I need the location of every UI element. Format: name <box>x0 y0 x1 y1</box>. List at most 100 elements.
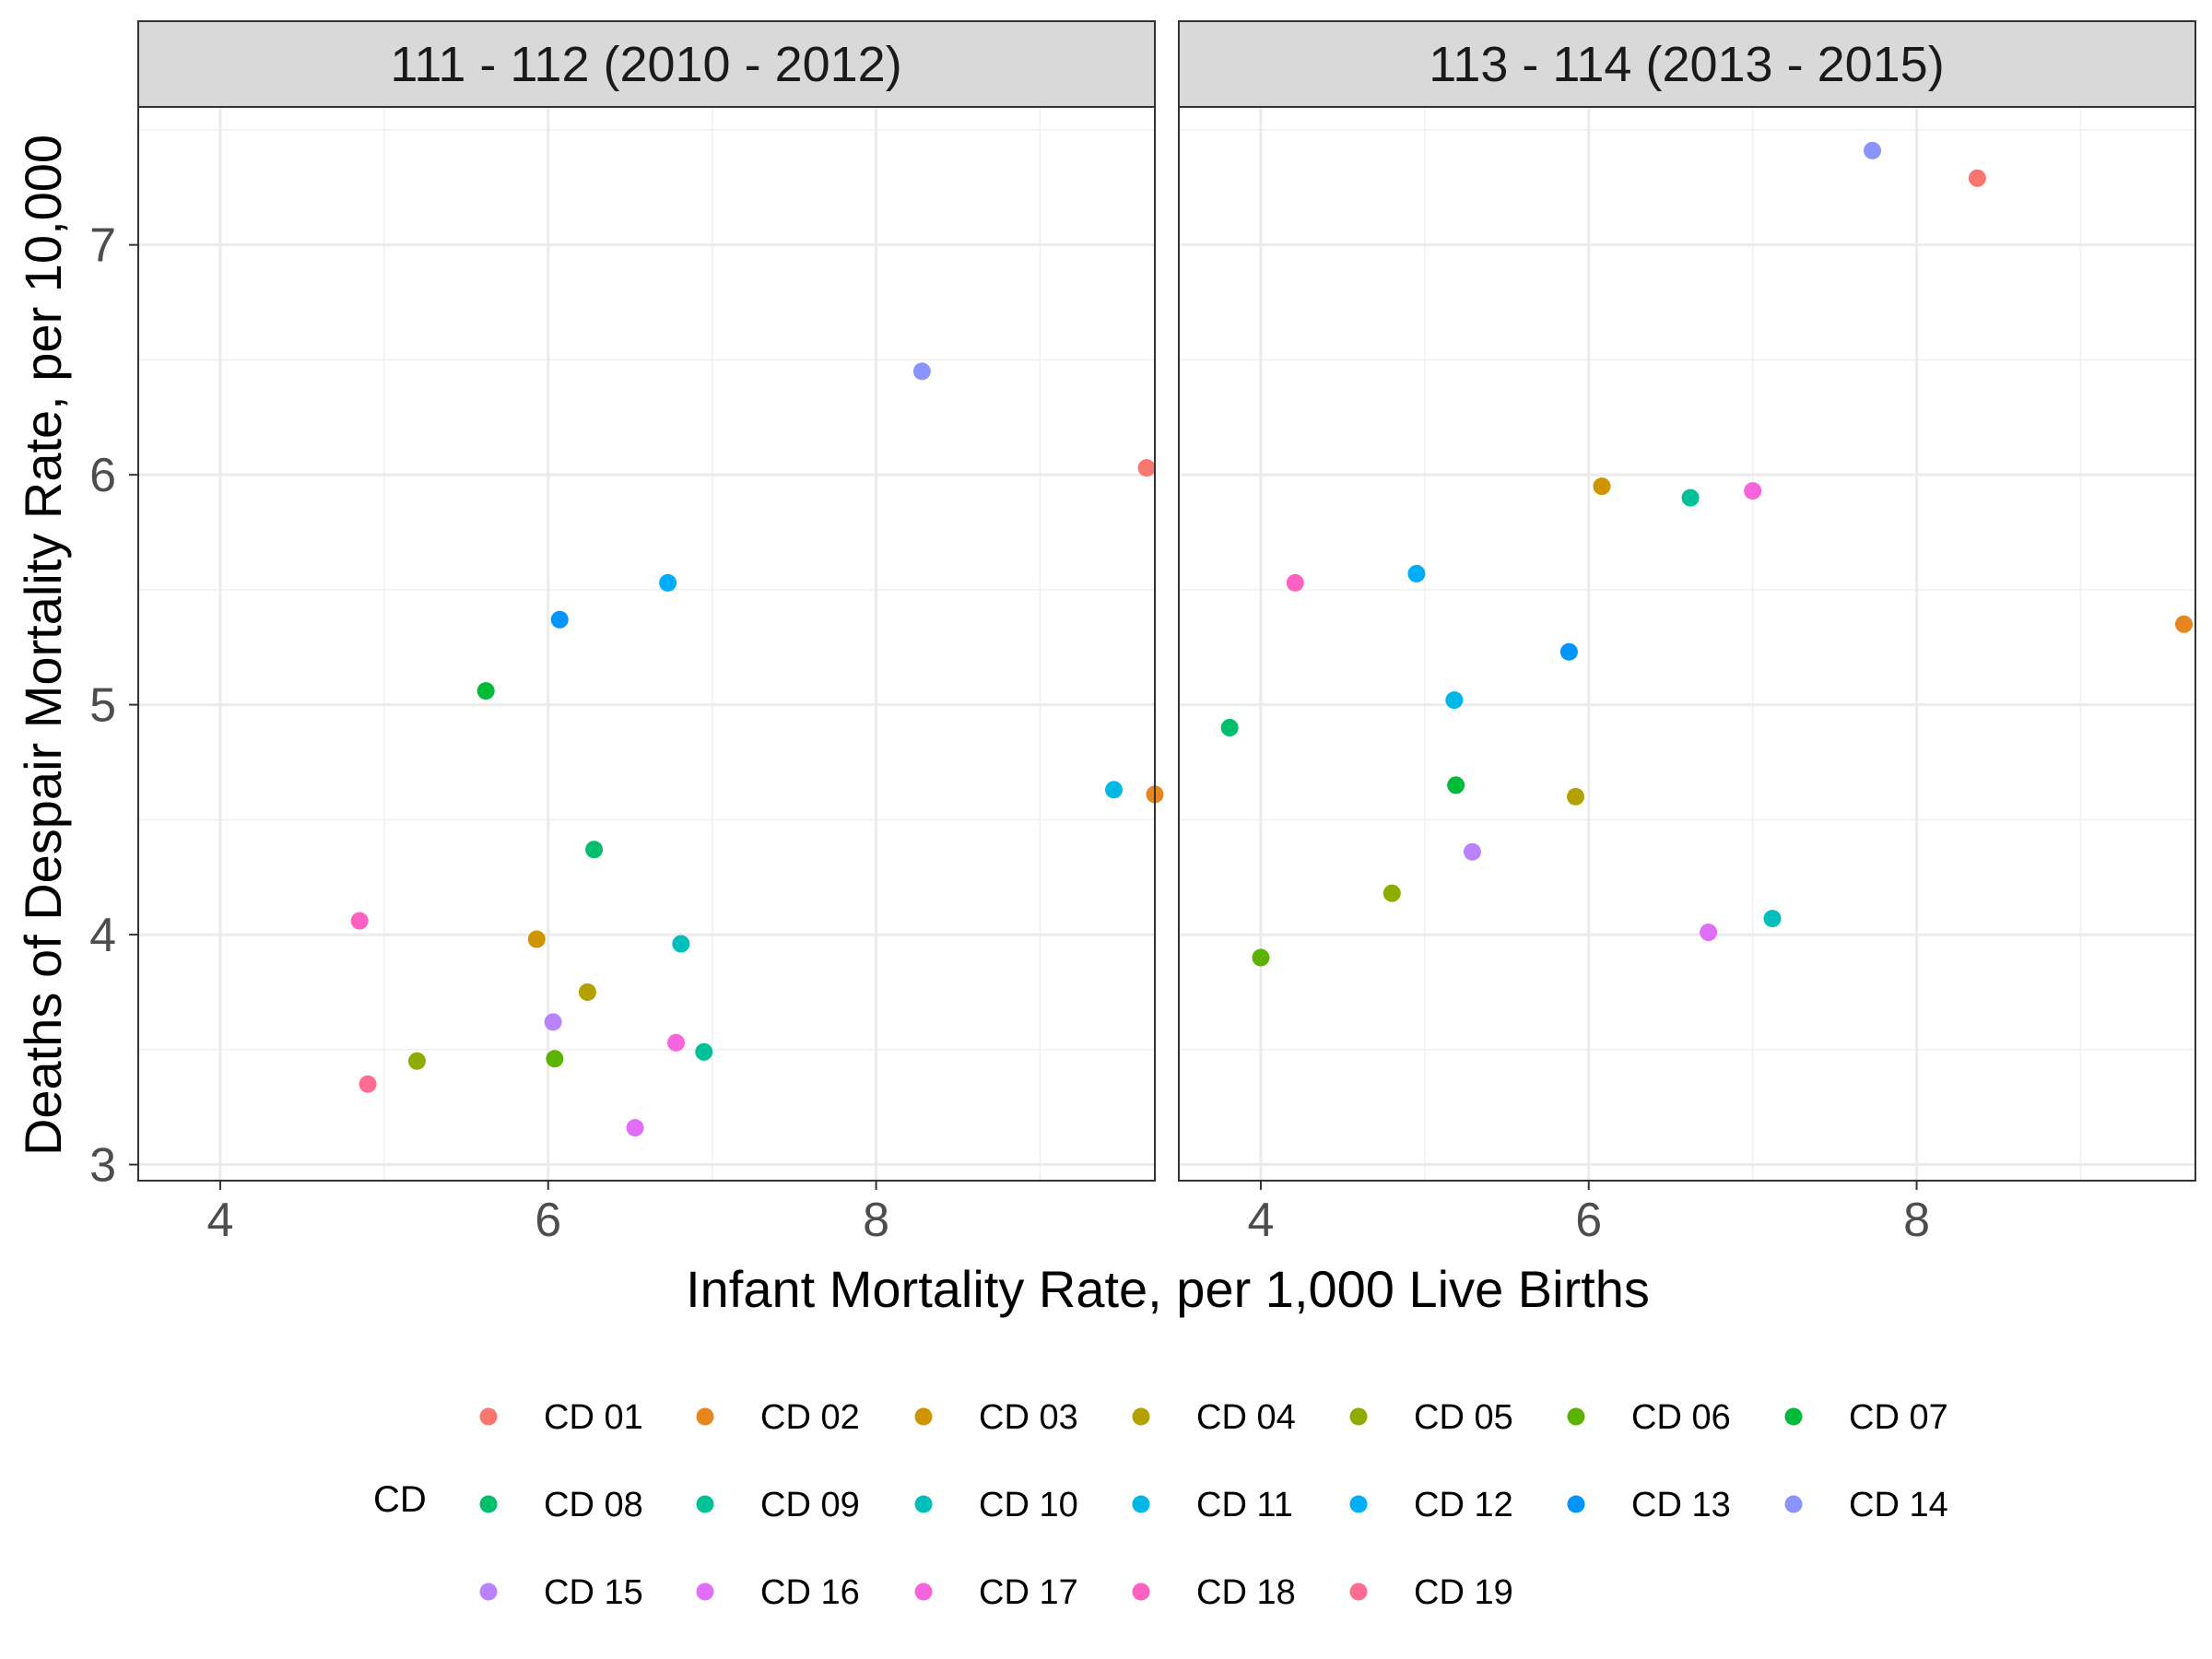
data-point: CD 01 <box>1968 169 1986 187</box>
legend-label: CD 13 <box>1631 1486 1731 1524</box>
data-point: CD 14 <box>1864 141 1882 159</box>
data-point: CD 16 <box>626 1119 644 1137</box>
data-point: CD 08 <box>585 841 604 859</box>
data-point: CD 08 <box>1220 719 1239 737</box>
y-tick-label: 4 <box>89 909 116 962</box>
legend-key <box>1349 1495 1368 1513</box>
data-point: CD 17 <box>667 1033 686 1052</box>
y-axis-title: Deaths of Despair Mortality Rate, per 10… <box>14 135 72 1156</box>
legend-item: CD 01 <box>479 1398 643 1437</box>
legend-item: CD 03 <box>914 1398 1078 1437</box>
legend-key <box>479 1407 498 1426</box>
legend-key <box>1349 1583 1368 1601</box>
legend-item: CD 08 <box>479 1486 643 1524</box>
data-point: CD 19 <box>359 1075 377 1093</box>
data-point: CD 11 <box>1445 691 1464 710</box>
panel-border-left <box>137 106 1156 1182</box>
data-point: CD 17 <box>1744 482 1762 500</box>
legend-item: CD 05 <box>1349 1398 1513 1437</box>
legend-label: CD 01 <box>544 1398 643 1437</box>
data-point: CD 13 <box>1559 642 1578 661</box>
data-point: CD 18 <box>1286 573 1304 592</box>
x-tick-label: 4 <box>206 1194 233 1247</box>
facet-panel-right: 113 - 114 (2013 - 2015) CD 01 CD 02 CD 03 C… <box>1178 20 2196 1247</box>
data-point: CD 13 <box>550 610 569 629</box>
data-point: CD 12 <box>1407 564 1426 582</box>
x-tick-label: 6 <box>535 1194 561 1247</box>
data-point: CD 06 <box>1252 948 1270 967</box>
legend-key <box>696 1583 714 1601</box>
legend-item: CD 06 <box>1567 1398 1731 1437</box>
x-tick-label: 8 <box>1903 1194 1930 1247</box>
legend-title: CD <box>373 1479 427 1520</box>
legend-label: CD 03 <box>979 1398 1078 1437</box>
legend-label: CD 02 <box>760 1398 860 1437</box>
legend-item: CD 10 <box>914 1486 1078 1524</box>
legend-label: CD 09 <box>760 1486 860 1524</box>
data-point: CD 05 <box>1382 884 1401 902</box>
legend-key <box>1567 1495 1585 1513</box>
legend-label: CD 12 <box>1414 1486 1513 1524</box>
legend-item: CD 07 <box>1784 1398 1948 1437</box>
legend-item: CD 17 <box>914 1573 1078 1612</box>
legend-label: CD 06 <box>1631 1398 1731 1437</box>
legend-key <box>914 1583 933 1601</box>
data-point: CD 15 <box>1463 842 1481 861</box>
y-tick-label: 7 <box>89 219 116 273</box>
data-point: CD 16 <box>1700 924 1718 942</box>
legend-key <box>1784 1407 1803 1426</box>
y-tick-label: 6 <box>89 449 116 502</box>
legend-item: CD 04 <box>1132 1398 1296 1437</box>
data-point: CD 09 <box>695 1042 713 1061</box>
legend-key <box>914 1495 933 1513</box>
data-point: CD 11 <box>1105 781 1124 799</box>
data-point: CD 03 <box>527 930 546 948</box>
legend-key <box>479 1583 498 1601</box>
legend-label: CD 11 <box>1196 1486 1293 1524</box>
data-point: CD 09 <box>1681 488 1700 507</box>
data-point: CD 05 <box>407 1052 426 1070</box>
data-point: CD 14 <box>912 362 931 381</box>
x-tick-label: 4 <box>1247 1194 1274 1247</box>
data-point: CD 04 <box>1567 787 1585 806</box>
legend-label: CD 16 <box>760 1573 860 1612</box>
x-axis-title: Infant Mortality Rate, per 1,000 Live Bi… <box>686 1260 1650 1318</box>
legend-label: CD 04 <box>1196 1398 1296 1437</box>
legend-item: CD 09 <box>696 1486 860 1524</box>
panel-border-right <box>1178 106 2196 1182</box>
legend-label: CD 18 <box>1196 1573 1296 1612</box>
legend-key <box>696 1407 714 1426</box>
y-tick-label: 5 <box>89 679 116 733</box>
legend-item: CD 11 <box>1132 1486 1293 1524</box>
data-point: CD 06 <box>546 1050 564 1068</box>
legend-key <box>1567 1407 1585 1426</box>
data-point: CD 03 <box>1593 477 1611 496</box>
data-point: CD 01 <box>1137 459 1156 477</box>
legend-item: CD 16 <box>696 1573 860 1612</box>
data-point: CD 10 <box>1763 910 1782 928</box>
legend-key <box>1132 1495 1150 1513</box>
facet-strip-right <box>1178 20 2196 108</box>
legend-key <box>914 1407 933 1426</box>
y-axis: 3 4 5 6 7 <box>89 219 138 1193</box>
legend-label: CD 17 <box>979 1573 1078 1612</box>
data-point: CD 12 <box>659 573 677 592</box>
data-point: CD 15 <box>544 1013 562 1031</box>
facet-strip-left <box>137 20 1156 108</box>
data-point: CD 10 <box>672 935 690 953</box>
legend: CD CD 01 CD 02 CD 03 CD 04 CD 05 CD 06 CD 07 CD… <box>373 1398 1948 1612</box>
legend-key <box>1784 1495 1803 1513</box>
y-tick-label: 3 <box>89 1139 116 1193</box>
legend-item: CD 18 <box>1132 1573 1296 1612</box>
data-point: CD 07 <box>1447 776 1465 794</box>
legend-label: CD 05 <box>1414 1398 1513 1437</box>
legend-label: CD 07 <box>1849 1398 1948 1437</box>
data-point: CD 04 <box>578 982 596 1001</box>
data-point: CD 07 <box>477 682 495 700</box>
legend-label: CD 14 <box>1849 1486 1948 1524</box>
data-point: CD 18 <box>350 912 369 930</box>
legend-key <box>696 1495 714 1513</box>
